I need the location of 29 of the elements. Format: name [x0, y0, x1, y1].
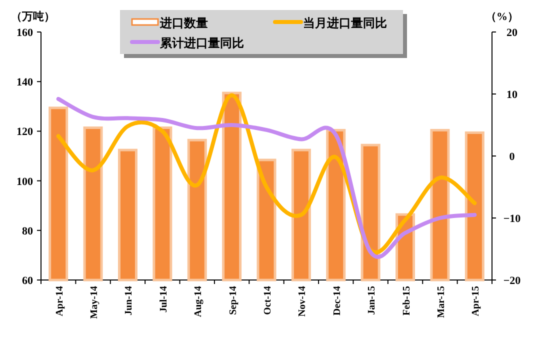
y-tick-label: 120	[16, 126, 34, 138]
x-tick-label: Dec-14	[332, 286, 343, 316]
y-tick-label: 100	[16, 176, 34, 188]
y2-tick-label: 0	[509, 151, 516, 163]
y2-tick-label: −10	[503, 213, 522, 225]
y-tick-label: 80	[22, 225, 34, 238]
x-tick-label: May-14	[89, 286, 100, 319]
y2-tick-label: −20	[503, 275, 522, 287]
x-tick-label: Nov-14	[297, 286, 308, 317]
y-tick-label: 60	[22, 275, 34, 287]
x-tick-label: Jul-14	[158, 286, 170, 313]
legend-label: 当月进口量同比	[303, 16, 387, 30]
legend-label: 进口数量	[159, 16, 208, 30]
x-tick-label: Feb-15	[401, 286, 412, 316]
x-tick-label: Apr-15	[470, 286, 482, 316]
x-tick-label: Sep-14	[228, 286, 239, 315]
y-axis-title: （万吨）	[11, 10, 55, 23]
y2-tick-label: 20	[506, 27, 518, 39]
x-tick-label: Apr-14	[54, 286, 66, 316]
y-tick-label: 160	[16, 27, 34, 39]
x-tick-label: Jan-15	[366, 286, 378, 315]
y2-axis-title: （%）	[486, 11, 518, 23]
y2-tick-label: 10	[506, 89, 518, 101]
y-tick-label: 140	[16, 76, 34, 89]
x-tick-label: Aug-14	[193, 286, 204, 318]
legend-label: 累计进口量同比	[159, 36, 244, 50]
x-tick-label: Jun-14	[124, 286, 135, 316]
x-tick-label: Oct-14	[262, 286, 274, 315]
x-tick-label: Mar-15	[436, 286, 447, 318]
